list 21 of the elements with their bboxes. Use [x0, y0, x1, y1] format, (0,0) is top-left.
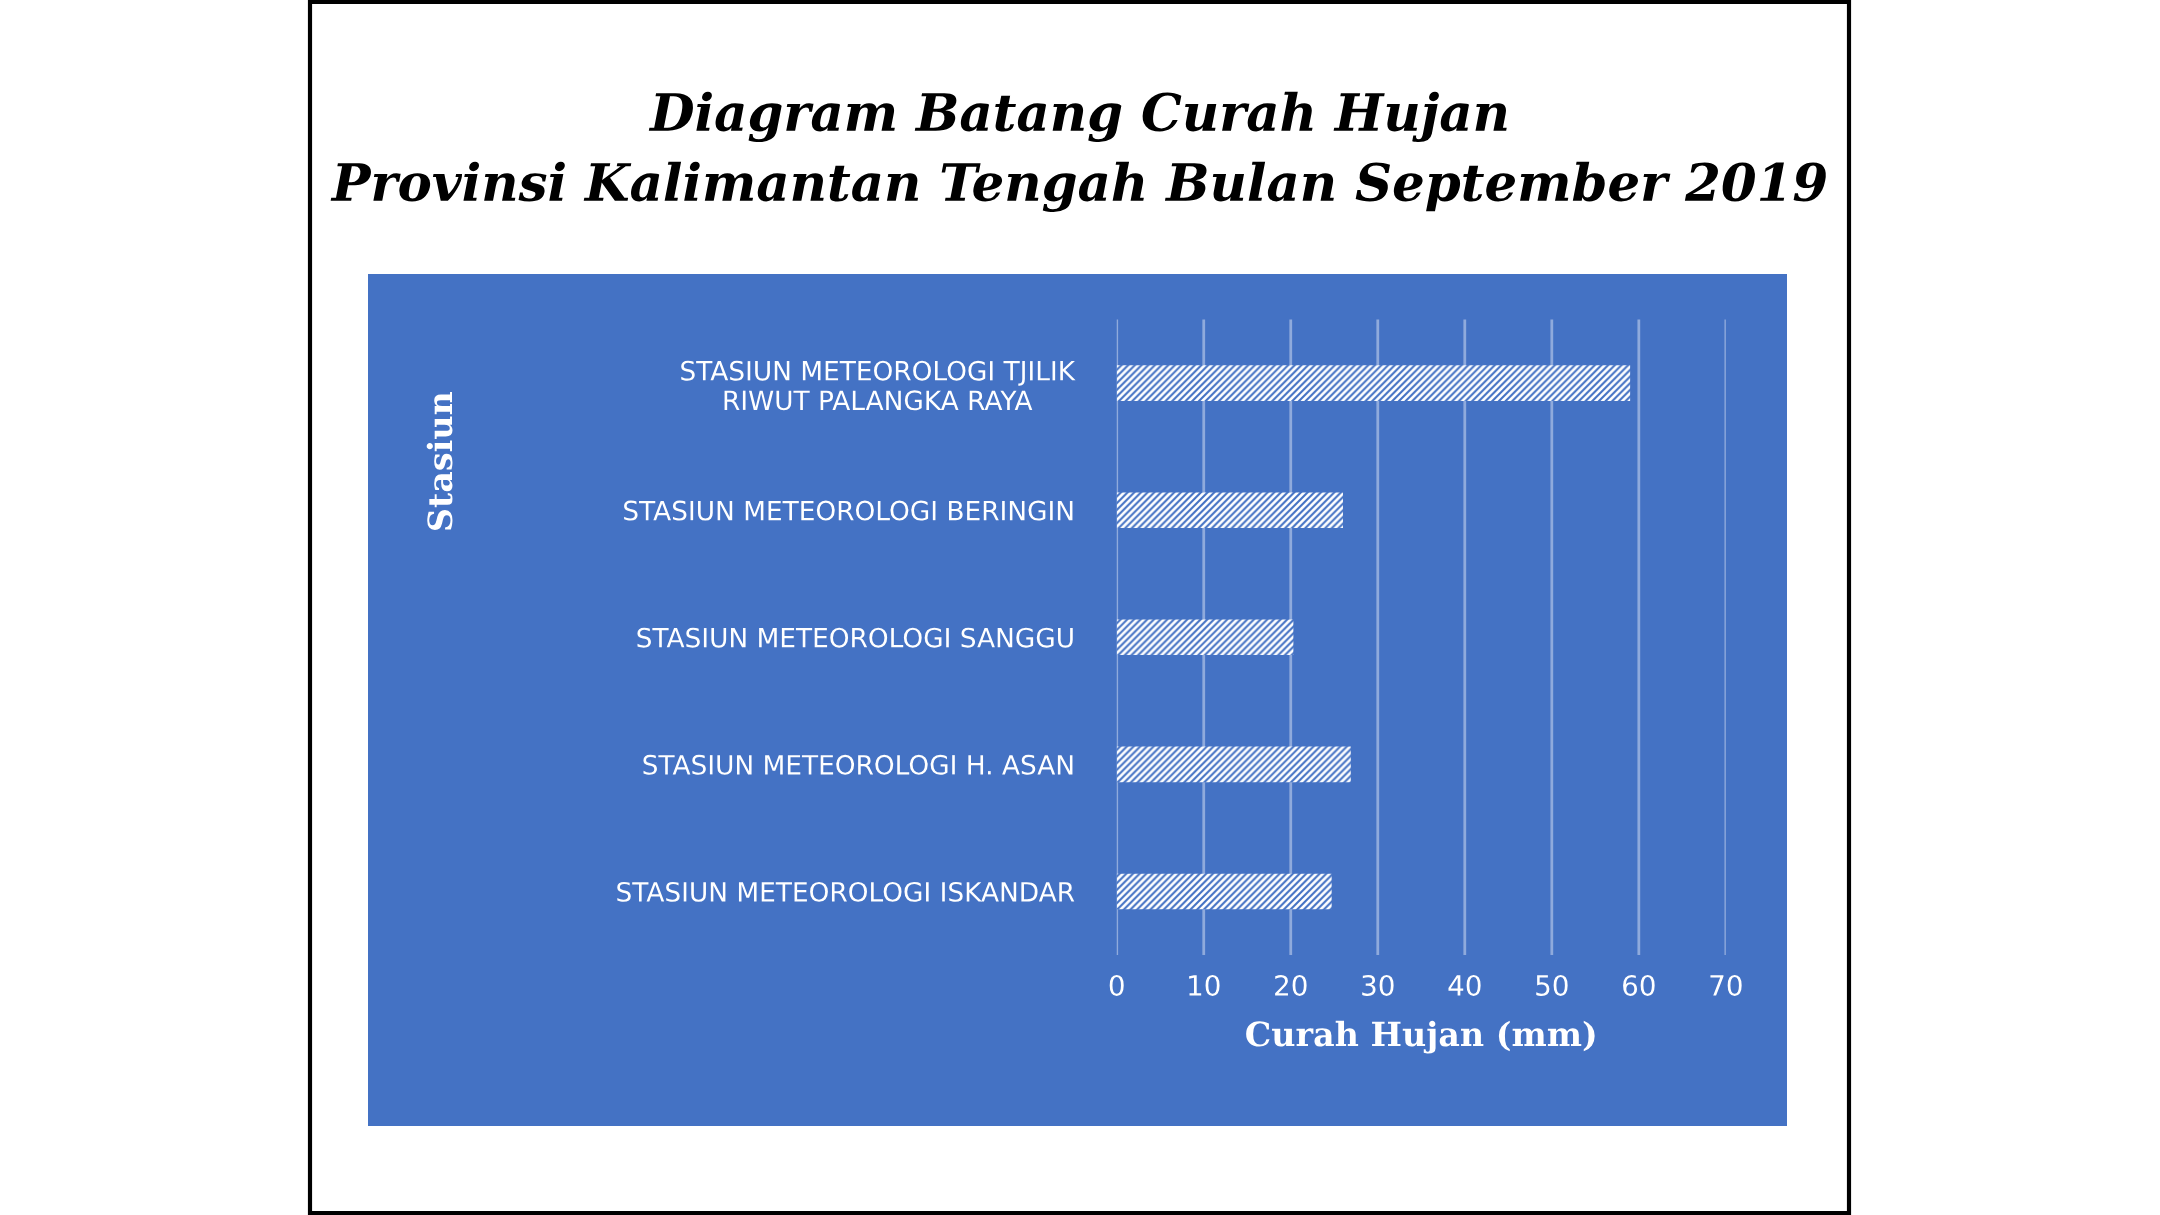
x-tick-label: 20	[1275, 974, 1307, 996]
x-axis-title: Curah Hujan (mm)	[1246, 1020, 1595, 1054]
x-tick-label: 70	[1710, 974, 1742, 996]
chart-title: Diagram Batang Curah Hujan Provinsi Kalimantan Tengah Bulan September 2019	[330, 91, 1826, 213]
x-tick-label: 40	[1448, 974, 1481, 996]
x-tick-label: 30	[1362, 974, 1394, 996]
y-tick-label: STASIUN METEOROLOGI BERINGIN	[624, 500, 1073, 521]
bar	[1116, 873, 1332, 910]
y-tick-label: STASIUN METEOROLOGI H. ASAN	[643, 754, 1073, 775]
bar	[1116, 746, 1351, 783]
x-tick-label: 50	[1536, 974, 1568, 996]
y-tick-label: STASIUN METEOROLOGI ISKANDAR	[617, 881, 1075, 902]
bar	[1116, 492, 1343, 528]
x-tick-label: 0	[1109, 974, 1124, 996]
bar	[1116, 365, 1631, 401]
y-tick-label: STASIUN METEOROLOGI TJILIK RIWUT PALANGKA RAYA	[681, 360, 1076, 411]
bar	[1116, 619, 1294, 656]
x-tick-label: 10	[1189, 974, 1220, 996]
x-tick-label: 60	[1623, 974, 1655, 996]
y-tick-label: STASIUN METEOROLOGI SANGGU	[637, 627, 1073, 648]
y-axis-title: Stasiun	[426, 391, 453, 530]
